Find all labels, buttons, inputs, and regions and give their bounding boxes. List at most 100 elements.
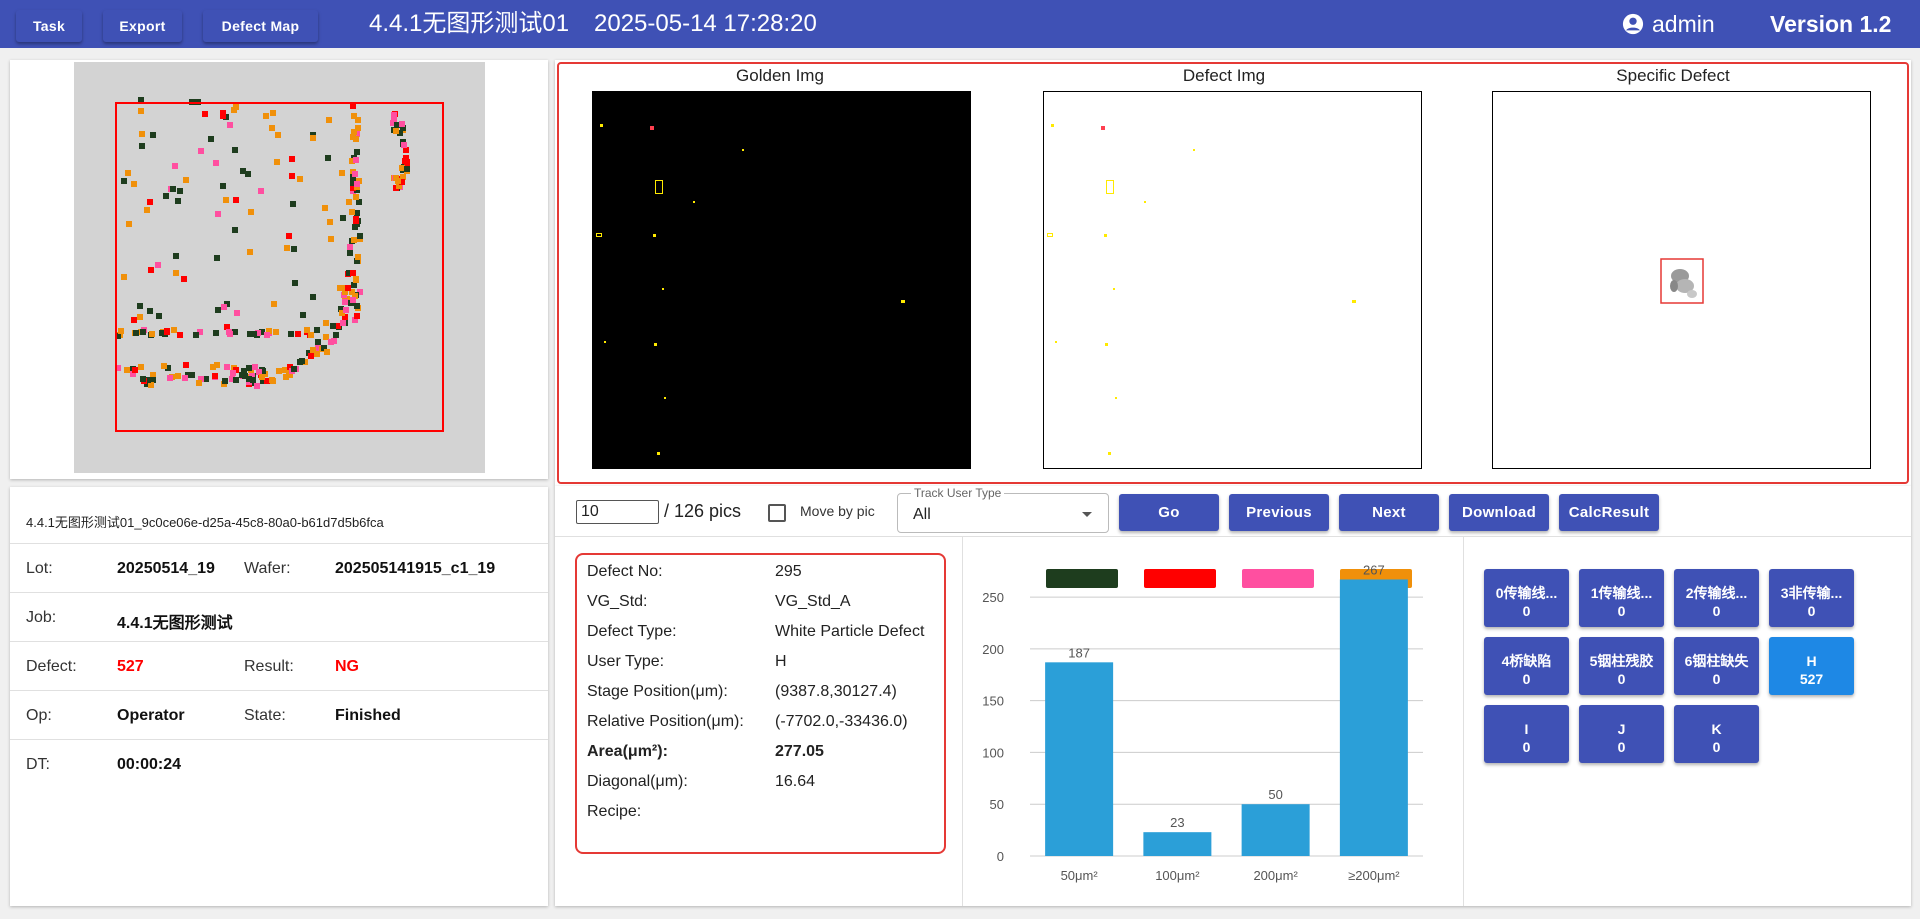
wafer-defect-marker [148, 266, 155, 273]
wafer-defect-marker [159, 330, 166, 337]
detail-value: H [775, 653, 787, 670]
datetime: 2025-05-14 17:28:20 [594, 10, 817, 37]
defect-class-button[interactable]: 5铟柱残胶 0 [1579, 637, 1664, 695]
detail-value: (9387.8,30127.4) [775, 683, 897, 700]
defect-speck [1108, 452, 1111, 455]
defect-class-button[interactable]: 3非传输... 0 [1769, 569, 1854, 627]
wafer-defect-marker [350, 128, 357, 135]
wafer-defect-marker [131, 367, 138, 374]
defect-speck [655, 180, 663, 194]
wafer-defect-marker [129, 371, 136, 378]
defect-class-button[interactable]: 0传输线... 0 [1484, 569, 1569, 627]
wafer-defect-marker [295, 331, 302, 338]
wafer-defect-marker [270, 110, 277, 117]
wafer-defect-marker [286, 364, 293, 371]
export-button[interactable]: Export [103, 10, 182, 42]
defect-map-button[interactable]: Defect Map [203, 10, 318, 42]
defect-speck [1352, 300, 1356, 303]
defect-speck [901, 300, 905, 303]
defect-class-button[interactable]: 4桥缺陷 0 [1484, 637, 1569, 695]
wafer-defect-marker [268, 377, 275, 384]
wafer-defect-marker [144, 377, 151, 384]
result-label: Result: [244, 658, 294, 675]
pics-total-label: / 126 pics [664, 501, 742, 521]
defect-speck [1055, 341, 1057, 343]
pic-index-input[interactable]: 10 [576, 500, 659, 524]
defect-image[interactable] [1043, 91, 1422, 469]
task-button[interactable]: Task [16, 10, 82, 42]
defect-speck [654, 343, 657, 346]
golden-img-title: Golden Img [736, 66, 824, 85]
divider [1463, 536, 1464, 906]
defect-speck [693, 201, 695, 203]
wafer-defect-marker [350, 134, 357, 141]
wafer-defect-marker [332, 332, 339, 339]
class-count: 527 [1799, 670, 1824, 687]
defect-speck [650, 126, 654, 130]
wafer-defect-marker [161, 363, 168, 370]
legend-swatch [1144, 569, 1216, 588]
wafer-defect-marker [251, 363, 258, 370]
wafer-defect-marker [394, 121, 401, 128]
defect-class-button[interactable]: 1传输线... 0 [1579, 569, 1664, 627]
wafer-defect-marker [355, 199, 362, 206]
wafer-defect-marker [171, 163, 178, 170]
wafer-defect-marker [356, 288, 363, 295]
user-menu[interactable]: admin [1622, 10, 1715, 38]
wafer-defect-marker [291, 279, 298, 286]
wafer-defect-marker [233, 197, 240, 204]
specific-defect-image[interactable] [1492, 91, 1871, 469]
golden-image[interactable] [592, 91, 971, 469]
wafer-defect-marker [240, 167, 247, 174]
wafer-defect-marker [144, 380, 151, 387]
wafer-defect-marker [349, 179, 356, 186]
defect-detail-box [575, 553, 946, 854]
x-tick-label: ≥200μm² [1348, 868, 1400, 883]
defect-class-button[interactable]: 6铟柱缺失 0 [1674, 637, 1759, 695]
wafer-defect-marker [349, 158, 356, 165]
x-tick-label: 200μm² [1253, 868, 1298, 883]
wafer-defect-marker [393, 175, 400, 182]
class-name: I [1524, 720, 1529, 737]
defect-review-card [555, 486, 1911, 906]
wafer-defect-marker [289, 201, 296, 208]
wafer-defect-marker [313, 327, 320, 334]
previous-button[interactable]: Previous [1229, 494, 1329, 531]
wafer-defect-marker [296, 176, 303, 183]
wafer-defect-marker [346, 269, 353, 276]
wafer-defect-marker [398, 178, 405, 185]
class-count: 0 [1522, 602, 1531, 619]
defect-class-button[interactable]: H 527 [1769, 637, 1854, 695]
defect-img-title: Defect Img [1182, 66, 1266, 85]
wafer-defect-marker [209, 364, 216, 371]
wafer-map[interactable] [74, 62, 485, 473]
next-button[interactable]: Next [1339, 494, 1439, 531]
wafer-defect-marker [349, 209, 355, 216]
calc-result-button[interactable]: CalcResult [1559, 494, 1659, 531]
data-label: 50 [1268, 787, 1282, 802]
go-button[interactable]: Go [1119, 494, 1219, 531]
wafer-defect-marker [195, 98, 202, 105]
wafer-defect-marker [309, 346, 316, 353]
wafer-defect-marker [208, 136, 215, 143]
wafer-defect-marker [345, 198, 352, 205]
defect-speck [1047, 233, 1053, 237]
detail-value: 277.05 [775, 743, 824, 760]
wafer-defect-marker [326, 117, 333, 124]
wafer-defect-marker [274, 132, 281, 139]
y-tick-label: 200 [982, 642, 1004, 657]
wafer-defect-marker [322, 319, 329, 326]
defect-class-button[interactable]: 2传输线... 0 [1674, 569, 1759, 627]
wafer-defect-marker [259, 374, 266, 381]
wafer-defect-marker [155, 312, 162, 319]
wafer-defect-marker [182, 176, 189, 183]
move-by-pic-checkbox[interactable] [768, 504, 786, 522]
wafer-defect-marker [314, 339, 321, 346]
wafer-defect-marker [273, 329, 280, 336]
wafer-defect-marker [352, 275, 359, 282]
wafer-defect-marker [172, 269, 179, 276]
download-button[interactable]: Download [1449, 494, 1549, 531]
